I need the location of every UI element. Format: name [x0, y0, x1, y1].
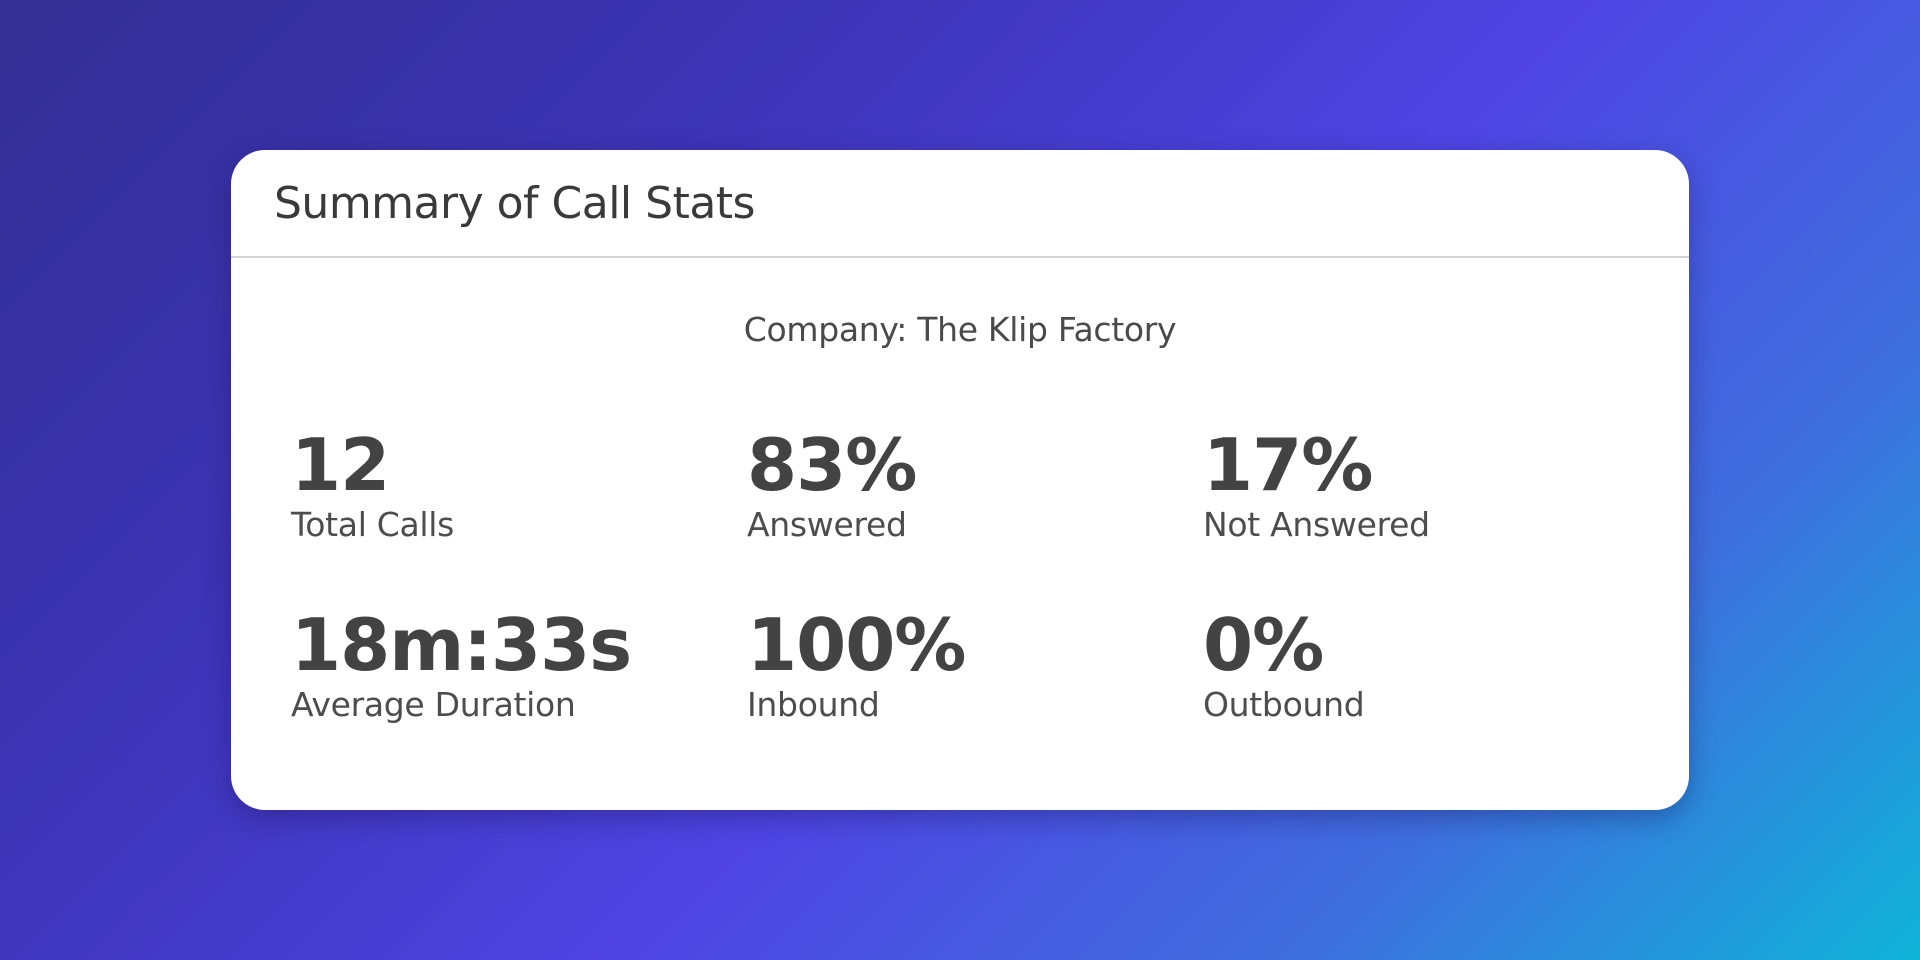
stat-label: Outbound [1203, 685, 1365, 724]
stat-label: Answered [747, 505, 907, 544]
stat-total-calls: 12 Total Calls [291, 425, 747, 605]
stat-label: Inbound [747, 685, 880, 724]
stat-value: 0% [1203, 603, 1324, 687]
company-label: Company: The Klip Factory [743, 310, 1177, 349]
stat-outbound: 0% Outbound [1203, 605, 1659, 785]
stats-grid: 12 Total Calls 83% Answered 17% Not Answ… [291, 425, 1661, 785]
stat-value: 12 [291, 423, 390, 507]
stat-value: 83% [747, 423, 917, 507]
stat-value: 17% [1203, 423, 1373, 507]
card-title: Summary of Call Stats [274, 177, 755, 229]
stat-value: 18m:33s [291, 603, 632, 687]
card-header: Summary of Call Stats [231, 150, 1689, 258]
stat-answered: 83% Answered [747, 425, 1203, 605]
stat-value: 100% [747, 603, 966, 687]
stat-inbound: 100% Inbound [747, 605, 1203, 785]
stat-label: Total Calls [291, 505, 455, 544]
stat-label: Not Answered [1203, 505, 1430, 544]
call-stats-card: Summary of Call Stats Company: The Klip … [231, 150, 1689, 810]
stat-average-duration: 18m:33s Average Duration [291, 605, 747, 785]
stat-not-answered: 17% Not Answered [1203, 425, 1659, 605]
stat-label: Average Duration [291, 685, 576, 724]
